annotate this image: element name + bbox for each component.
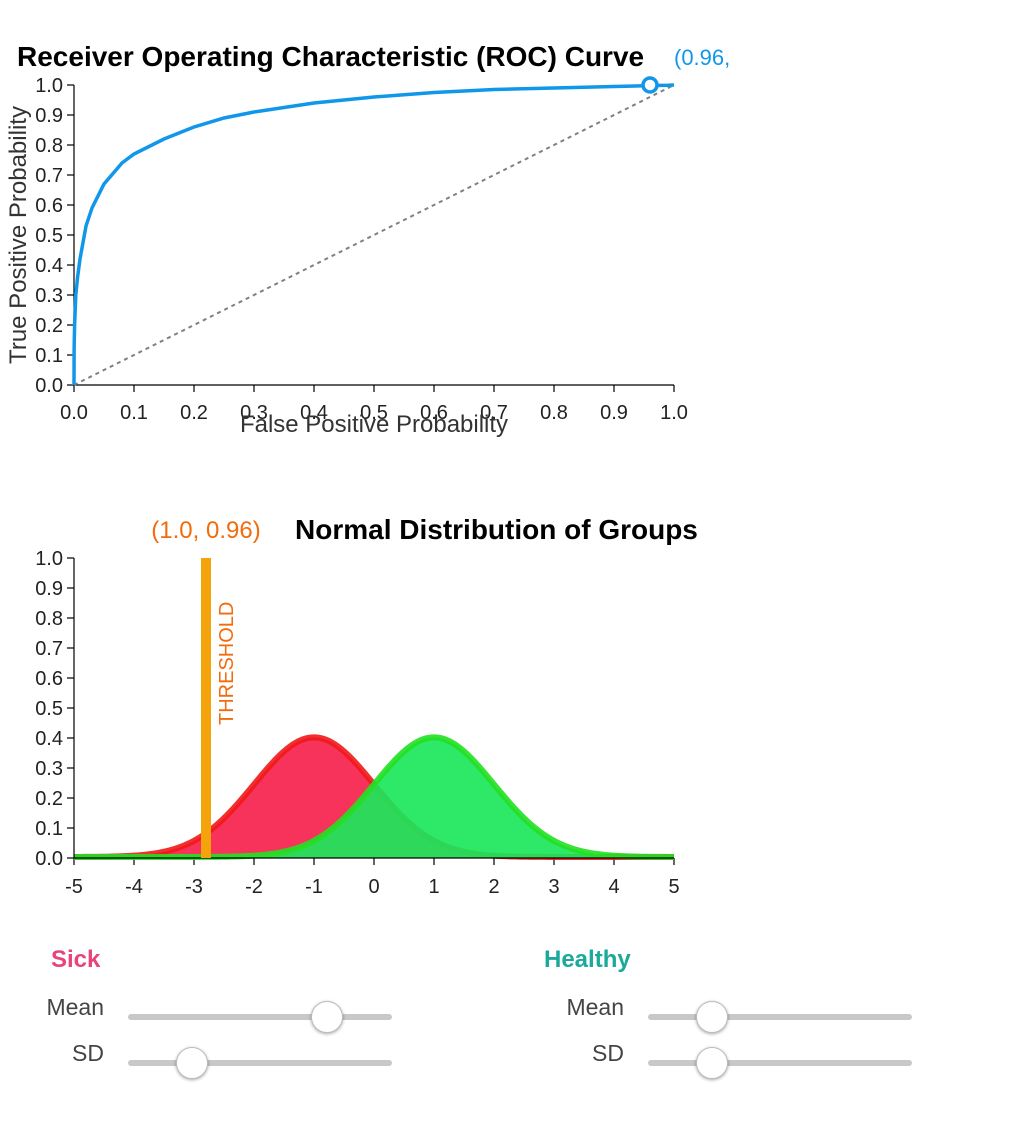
dist-x-tick-label: -2 [245, 876, 263, 898]
distribution-title: Normal Distribution of Groups [295, 514, 698, 545]
roc-y-tick-label: 1.0 [35, 75, 63, 97]
healthy-mean-slider[interactable] [648, 1000, 912, 1034]
dist-y-tick-label: 0.2 [35, 788, 63, 810]
dist-y-tick-label: 0.3 [35, 758, 63, 780]
dist-x-tick-label: 1 [428, 876, 439, 898]
roc-y-tick-label: 0.0 [35, 375, 63, 397]
roc-y-axis-label: True Positive Probability [5, 106, 32, 364]
sick-controls: Sick Mean SD [0, 930, 460, 1100]
roc-marker-label: (0.96, [674, 45, 730, 70]
dist-x-tick-label: 3 [548, 876, 559, 898]
roc-grid-ticks: 0.0 0.1 0.2 0.3 0.4 0.5 0.6 0.7 0.8 0.9 1.0 0.0 0.1 0… [35, 75, 688, 424]
roc-y-tick-label: 0.8 [35, 135, 63, 157]
healthy-distribution-area [74, 737, 674, 858]
dist-x-tick-label: 5 [668, 876, 679, 898]
roc-x-tick-label: 0.5 [360, 402, 388, 424]
healthy-sd-label: SD [592, 1040, 624, 1066]
healthy-mean-label: Mean [566, 994, 624, 1020]
threshold-line[interactable] [201, 558, 211, 858]
dist-y-tick-label: 0.8 [35, 608, 63, 630]
dist-x-tick-label: 4 [608, 876, 619, 898]
dist-y-tick-label: 0.7 [35, 638, 63, 660]
healthy-title: Healthy [544, 946, 631, 973]
sick-sd-label: SD [72, 1040, 104, 1066]
dist-x-tick-label: -3 [185, 876, 203, 898]
roc-marker[interactable] [641, 76, 659, 94]
dist-x-tick-label: 0 [368, 876, 379, 898]
roc-x-tick-label: 0.8 [540, 402, 568, 424]
roc-y-tick-label: 0.5 [35, 225, 63, 247]
healthy-sd-slider[interactable] [648, 1046, 912, 1080]
roc-x-tick-label: 0.1 [120, 402, 148, 424]
roc-y-tick-label: 0.9 [35, 105, 63, 127]
healthy-sd-track[interactable] [648, 1060, 912, 1066]
roc-x-tick-label: 0.4 [300, 402, 328, 424]
roc-y-tick-label: 0.6 [35, 195, 63, 217]
sick-sd-thumb[interactable] [176, 1047, 209, 1079]
healthy-controls: Healthy Mean SD [520, 930, 980, 1100]
roc-y-tick-label: 0.2 [35, 315, 63, 337]
controls-panel: Sick Mean SD Healthy Mean SD [0, 930, 1016, 1100]
dist-x-tick-label: -4 [125, 876, 143, 898]
roc-x-tick-label: 0.0 [60, 402, 88, 424]
sick-sd-slider[interactable] [128, 1046, 392, 1080]
sick-mean-label: Mean [46, 994, 104, 1020]
dist-x-tick-label: 2 [488, 876, 499, 898]
dist-y-tick-label: 0.0 [35, 848, 63, 870]
roc-x-tick-label: 0.3 [240, 402, 268, 424]
distribution-chart: -5 -4 -3 -2 -1 0 1 2 3 4 5 0.0 0.1 0.2 0.3 0.4 0.5 0.6 0.7… [35, 514, 698, 898]
healthy-mean-thumb[interactable] [696, 1001, 729, 1033]
roc-title: Receiver Operating Characteristic (ROC) … [17, 41, 644, 72]
dist-ticks: -5 -4 -3 -2 -1 0 1 2 3 4 5 0.0 0.1 0.2 0.3 0.4 0.5 0.6 0.7… [35, 548, 679, 898]
roc-curve [72, 83, 675, 386]
roc-x-tick-label: 0.9 [600, 402, 628, 424]
roc-x-axis-label: False Positive Probability [240, 411, 508, 438]
roc-y-tick-label: 0.7 [35, 165, 63, 187]
dist-x-tick-label: -5 [65, 876, 83, 898]
dist-y-tick-label: 0.1 [35, 818, 63, 840]
roc-y-tick-label: 0.4 [35, 255, 63, 277]
threshold-annotation: (1.0, 0.96) [151, 517, 260, 544]
healthy-sd-thumb[interactable] [696, 1047, 729, 1079]
roc-y-tick-label: 0.3 [35, 285, 63, 307]
roc-x-tick-label: 1.0 [660, 402, 688, 424]
healthy-distribution-line [74, 734, 675, 860]
dist-y-tick-label: 0.6 [35, 668, 63, 690]
dist-y-tick-label: 1.0 [35, 548, 63, 570]
sick-sd-track[interactable] [128, 1060, 392, 1066]
threshold-label: THRESHOLD [216, 602, 238, 725]
roc-chart: 0.0 0.1 0.2 0.3 0.4 0.5 0.6 0.7 0.8 0.9 1.0 0.0 0.1 0… [5, 41, 730, 438]
healthy-mean-track[interactable] [648, 1014, 912, 1020]
sick-mean-slider[interactable] [128, 1000, 392, 1034]
roc-y-tick-label: 0.1 [35, 345, 63, 367]
sick-mean-track[interactable] [128, 1014, 392, 1020]
dist-curves [73, 734, 675, 860]
dist-y-tick-label: 0.4 [35, 728, 63, 750]
roc-x-tick-label: 0.2 [180, 402, 208, 424]
dist-y-tick-label: 0.9 [35, 578, 63, 600]
roc-x-tick-label: 0.7 [480, 402, 508, 424]
roc-x-tick-label: 0.6 [420, 402, 448, 424]
dist-y-tick-label: 0.5 [35, 698, 63, 720]
sick-mean-thumb[interactable] [311, 1001, 343, 1033]
sick-title: Sick [51, 946, 101, 973]
dist-x-tick-label: -1 [305, 876, 323, 898]
